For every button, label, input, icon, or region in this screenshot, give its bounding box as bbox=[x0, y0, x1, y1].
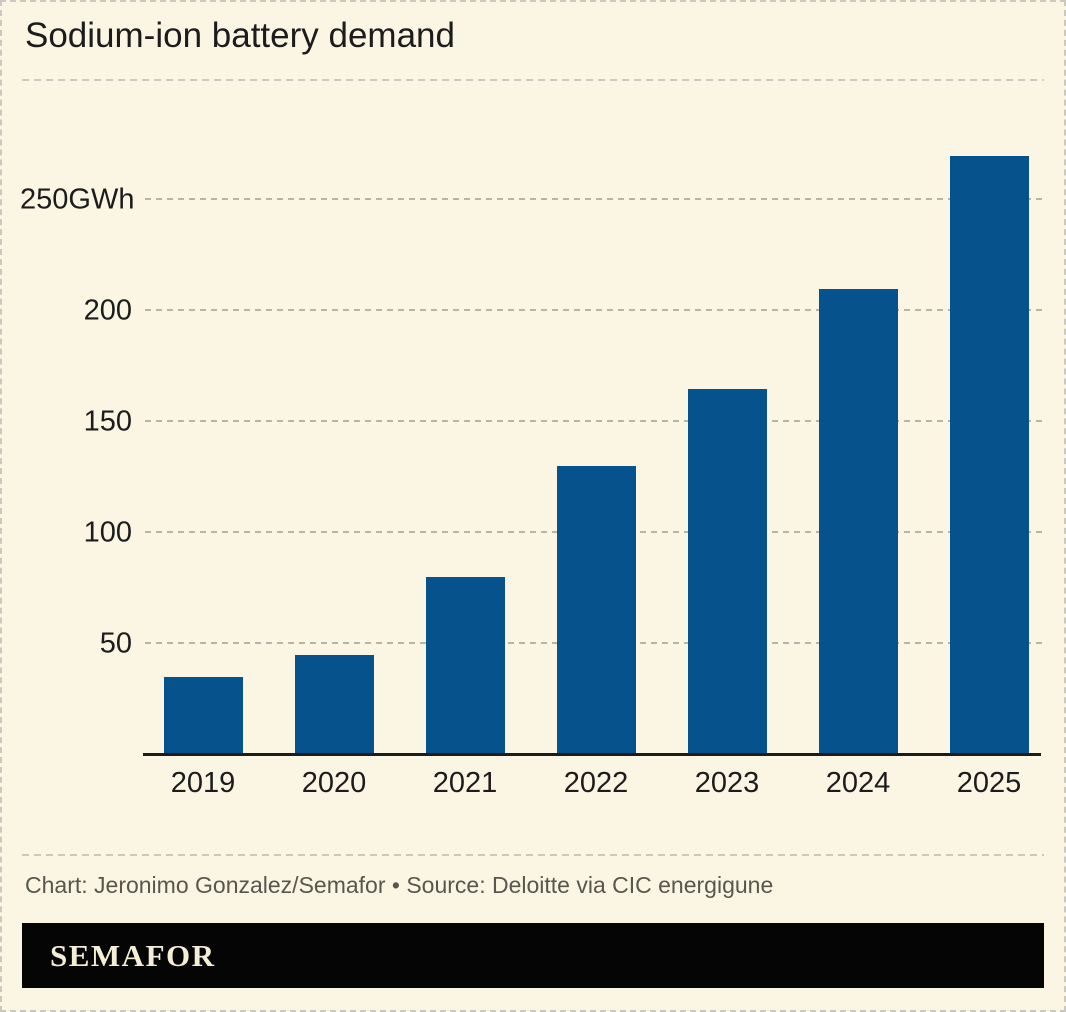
x-tick-label-2022: 2022 bbox=[563, 767, 629, 799]
y-tick-label-200: 200 bbox=[83, 294, 132, 327]
gridline-250 bbox=[145, 198, 1045, 200]
y-tick-label-50: 50 bbox=[99, 627, 132, 660]
gridline-200 bbox=[145, 309, 1045, 311]
bar-2023 bbox=[687, 389, 767, 755]
x-axis-labels: 2019 2020 2021 2022 2023 2024 2025 bbox=[2, 766, 1064, 806]
bar-2019 bbox=[163, 677, 243, 755]
y-tick-label-100: 100 bbox=[83, 516, 132, 549]
x-tick-label-2025: 2025 bbox=[956, 767, 1022, 799]
x-tick-label-2019: 2019 bbox=[170, 767, 236, 799]
bar-2022 bbox=[556, 466, 636, 755]
chart: 50 100 150 200 250GWh bbox=[2, 2, 1064, 756]
bar-2021 bbox=[425, 577, 505, 755]
bar-2025 bbox=[949, 156, 1029, 755]
y-tick-label-250: 250GWh bbox=[20, 183, 135, 216]
footer-divider bbox=[22, 854, 1044, 856]
x-tick-label-2021: 2021 bbox=[432, 767, 498, 799]
chart-title: Sodium-ion battery demand bbox=[25, 16, 455, 55]
chart-credit: Chart: Jeronimo Gonzalez/Semafor • Sourc… bbox=[25, 872, 774, 898]
bar-2020 bbox=[294, 655, 374, 755]
semafor-banner: SEMAFOR bbox=[22, 923, 1044, 988]
x-tick-label-2024: 2024 bbox=[825, 767, 891, 799]
bar-2024 bbox=[818, 289, 898, 755]
x-axis-line bbox=[143, 753, 1041, 756]
semafor-logo: SEMAFOR bbox=[50, 937, 216, 973]
x-tick-label-2023: 2023 bbox=[694, 767, 760, 799]
x-tick-label-2020: 2020 bbox=[301, 767, 367, 799]
title-divider bbox=[22, 79, 1044, 81]
gridline-150 bbox=[145, 420, 1045, 422]
y-tick-label-150: 150 bbox=[83, 405, 132, 438]
